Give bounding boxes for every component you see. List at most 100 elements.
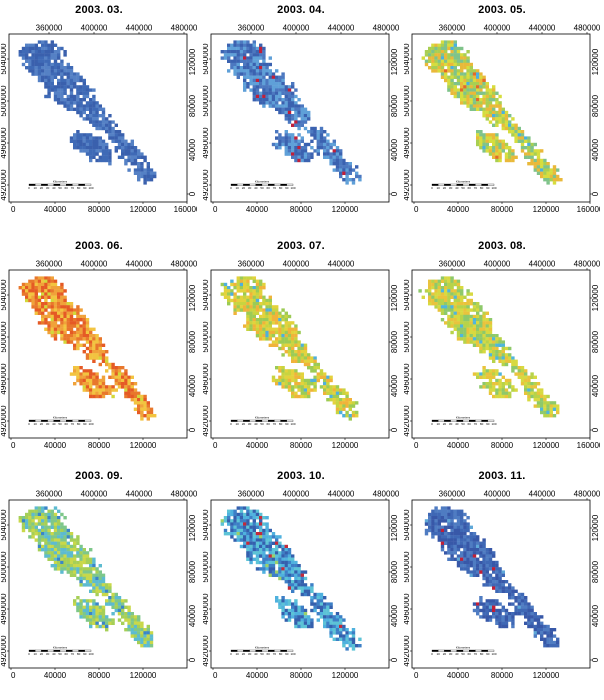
scale-tick-label: 80 [279,186,283,190]
right-tick-label: 80000 [188,94,197,117]
scale-tick-label: 40 [254,186,258,190]
scale-tick-label: 30 [248,186,252,190]
bottom-tick-label: 40000 [246,441,269,450]
scale-tick-label: 50 [461,652,465,656]
right-tick-label: 40000 [591,138,600,161]
map-panel: 2003. 10. 360000 400000 440000 480000 5040000… [203,470,399,680]
scale-tick-label: 30 [449,186,453,190]
scale-tick-label: 40 [52,186,56,190]
scale-tick-label: 30 [46,652,50,656]
left-tick-label: 5000000 [404,551,411,583]
bottom-tick-label: 40000 [44,441,67,450]
panel-title: 2003. 10. [277,470,325,482]
top-tick-label: 480000 [574,260,600,269]
scale-tick-label: 90 [486,652,490,656]
top-tick-label: 400000 [283,490,310,499]
raster-map: 360000 400000 440000 4800005040000500000049… [203,24,399,215]
right-tick-label: 80000 [188,560,197,583]
scale-tick-label: 90 [83,186,87,190]
top-tick-label: 480000 [574,490,600,499]
bottom-tick-label: 0 [414,441,419,450]
scale-tick-label: 30 [449,652,453,656]
land-raster [424,506,560,648]
bottom-tick-label: 120000 [332,205,359,214]
scale-tick-label: 90 [83,422,87,426]
right-tick-label: 40000 [390,604,399,627]
left-tick-label: 5040000 [203,279,210,311]
scale-tick-label: 30 [46,422,50,426]
scale-tick-label: 40 [52,652,56,656]
bottom-tick-label: 0 [414,671,419,680]
scale-tick-label: 60 [267,422,271,426]
right-tick-label: 120000 [591,284,600,311]
scale-tick-label: 60 [267,186,271,190]
bottom-tick-label: 160000 [577,441,600,450]
bottom-tick-label: 120000 [332,671,359,680]
scale-bar-label: Kilometers [255,416,270,420]
scale-bar: Kilometers 0 10 20 30 40 50 60 70 80 90 100 [230,646,296,657]
bottom-tick-label: 80000 [88,671,111,680]
top-tick-label: 360000 [439,24,466,33]
bottom-tick-label: 40000 [447,441,470,450]
scale-tick-label: 70 [273,652,277,656]
bottom-tick-label: 0 [414,205,419,214]
top-tick-label: 400000 [81,490,108,499]
panel-title: 2003. 04. [277,4,325,16]
top-tick-label: 400000 [484,490,511,499]
scale-tick-label: 60 [468,422,472,426]
bottom-tick-label: 120000 [533,671,560,680]
top-tick-label: 360000 [36,260,63,269]
left-tick-label: 5000000 [404,85,411,117]
top-tick-label: 400000 [81,260,108,269]
map-panel: 2003. 06. 360000 400000 440000 480000 5040000… [1,240,197,450]
raster-map: 360000 400000 440000 4800005040000500000049… [404,24,600,215]
scale-tick-label: 100 [491,186,496,190]
bottom-tick-label: 0 [11,671,16,680]
scale-tick-label: 40 [455,422,459,426]
left-tick-label: 5000000 [1,551,8,583]
raster-map: 360000 400000 440000 4800005040000500000049… [404,260,600,451]
bottom-tick-label: 120000 [130,441,157,450]
bottom-tick-label: 80000 [88,205,111,214]
scale-tick-label: 40 [52,422,56,426]
scale-tick-label: 20 [242,186,246,190]
scale-tick-label: 80 [77,652,81,656]
scale-tick-label: 90 [83,652,87,656]
right-tick-label: 40000 [390,138,399,161]
scale-bar: Kilometers 0 10 20 30 40 50 60 70 80 90 100 [431,646,497,657]
scale-tick-label: 10 [34,186,38,190]
bottom-tick-label: 80000 [491,671,514,680]
top-tick-label: 480000 [574,24,600,33]
raster-map: 360000 400000 440000 4800005040000500000049… [203,490,399,681]
top-tick-label: 480000 [373,24,399,33]
right-tick-label: 120000 [188,514,197,541]
left-tick-label: 5040000 [203,43,210,75]
top-tick-label: 360000 [439,260,466,269]
top-tick-label: 440000 [529,260,556,269]
right-tick-label: 120000 [591,48,600,75]
right-tick-label: 80000 [390,560,399,583]
left-tick-label: 4960000 [1,593,8,625]
scale-tick-label: 80 [77,422,81,426]
scale-bar: Kilometers 0 10 20 30 40 50 60 70 80 90 100 [28,416,94,427]
bottom-tick-label: 120000 [533,205,560,214]
top-tick-label: 480000 [171,490,197,499]
scale-tick-label: 20 [242,422,246,426]
panel-title: 2003. 07. [277,240,325,252]
scale-tick-label: 60 [267,652,271,656]
left-tick-label: 5040000 [404,509,411,541]
right-tick-label: 0 [188,191,197,196]
scale-tick-label: 0 [28,652,30,656]
scale-tick-label: 50 [461,422,465,426]
bottom-tick-label: 80000 [290,205,313,214]
scale-tick-label: 70 [71,186,75,190]
scale-bar-label: Kilometers [456,180,471,184]
left-tick-label: 4960000 [404,363,411,395]
left-tick-label: 5040000 [404,279,411,311]
left-tick-label: 4960000 [203,127,210,159]
scale-tick-label: 10 [34,652,38,656]
scale-bar: Kilometers 0 10 20 30 40 50 60 70 80 90 100 [28,180,94,191]
left-tick-label: 5040000 [1,279,8,311]
scale-bar-label: Kilometers [53,646,68,650]
